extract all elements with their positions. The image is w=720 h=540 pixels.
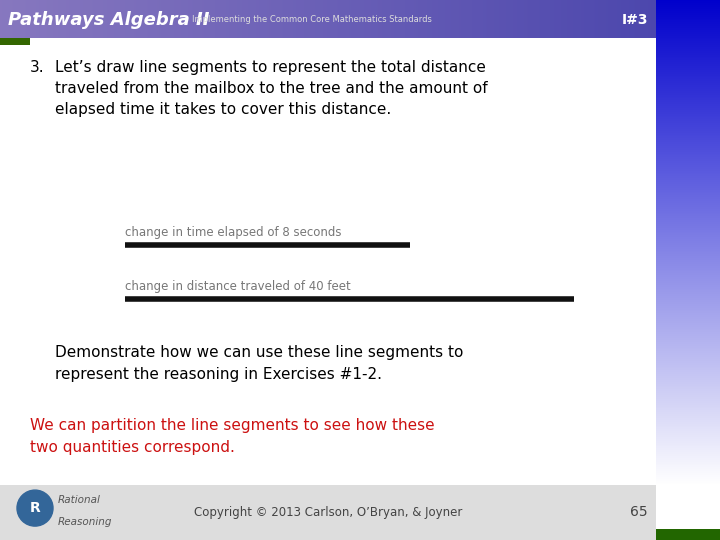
Bar <box>656 529 720 540</box>
Circle shape <box>17 490 53 526</box>
Bar <box>0 485 656 540</box>
Text: change in distance traveled of 40 feet: change in distance traveled of 40 feet <box>125 280 351 293</box>
Text: 3.: 3. <box>30 60 45 75</box>
Text: Let’s draw line segments to represent the total distance
traveled from the mailb: Let’s draw line segments to represent th… <box>55 60 487 117</box>
Text: Rational: Rational <box>58 495 101 505</box>
Text: change in time elapsed of 8 seconds: change in time elapsed of 8 seconds <box>125 226 341 239</box>
Text: Pathways Algebra II: Pathways Algebra II <box>8 11 210 29</box>
Text: Reasoning: Reasoning <box>58 517 112 528</box>
Text: We can partition the line segments to see how these
two quantities correspond.: We can partition the line segments to se… <box>30 418 435 455</box>
Text: Implementing the Common Core Mathematics Standards: Implementing the Common Core Mathematics… <box>192 15 432 24</box>
Text: I#3: I#3 <box>621 13 648 27</box>
Text: 65: 65 <box>631 505 648 519</box>
Text: Copyright © 2013 Carlson, O’Bryan, & Joyner: Copyright © 2013 Carlson, O’Bryan, & Joy… <box>194 506 462 519</box>
Bar <box>0 38 30 45</box>
Text: R: R <box>30 501 40 515</box>
Text: Demonstrate how we can use these line segments to
represent the reasoning in Exe: Demonstrate how we can use these line se… <box>55 345 464 382</box>
